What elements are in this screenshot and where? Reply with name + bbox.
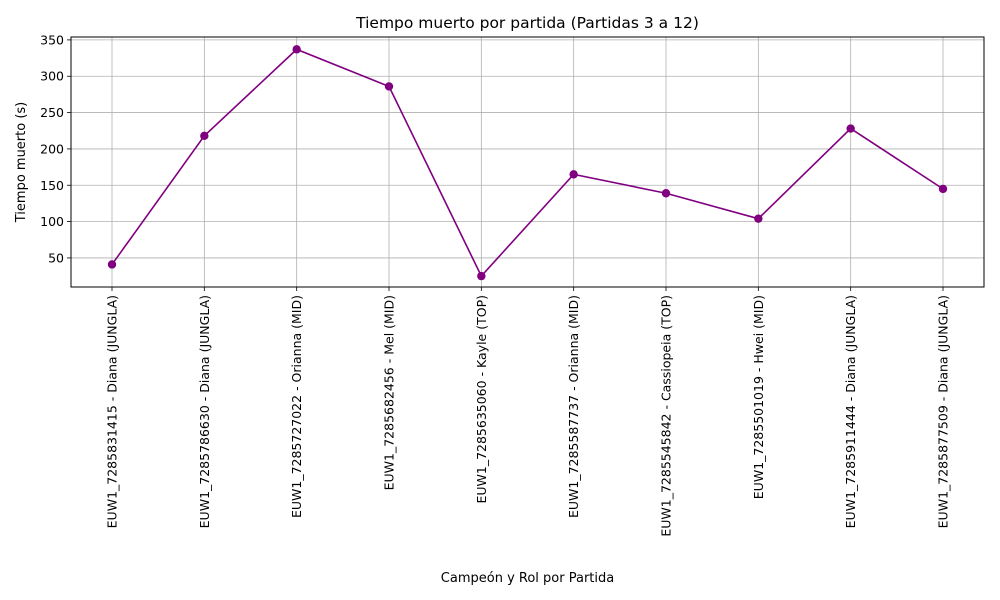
x-axis: EUW1_7285831415 - Diana (JUNGLA) EUW1_728… — [105, 287, 951, 537]
data-point — [477, 271, 486, 281]
data-point — [292, 45, 301, 54]
x-tick-label: EUW1_7285911444 - Diana (JUNGLA) — [843, 295, 858, 528]
data-point — [846, 124, 855, 133]
x-tick-label: EUW1_7285587737 - Orianna (MID) — [566, 295, 581, 518]
y-tick-label: 50 — [48, 250, 64, 265]
x-tick-label: EUW1_7285786630 - Diana (JUNGLA) — [197, 295, 212, 528]
y-tick-label: 350 — [40, 32, 64, 47]
y-tick-label: 200 — [40, 141, 64, 156]
y-tick-label: 250 — [40, 105, 64, 120]
data-point — [754, 214, 763, 223]
series-line — [111, 48, 944, 278]
data-point — [200, 131, 209, 141]
y-tick-label: 150 — [40, 178, 64, 193]
y-tick-label: 300 — [40, 69, 64, 84]
data-point — [938, 184, 948, 194]
y-tick-label: 100 — [40, 214, 64, 229]
data-point — [569, 170, 578, 179]
x-axis-label: Campeón y Rol por Partida — [441, 571, 614, 586]
x-tick-label: EUW1_7285727022 - Orianna (MID) — [289, 295, 304, 518]
x-tick-label: EUW1_7285831415 - Diana (JUNGLA) — [105, 295, 120, 528]
plot-area-frame — [70, 36, 985, 288]
series — [107, 45, 948, 281]
x-tick-label: EUW1_7285635060 - Kayle (TOP) — [474, 295, 489, 504]
y-axis-label: Tiempo muerto (s) — [14, 102, 29, 224]
grid — [71, 37, 984, 287]
data-point — [107, 260, 117, 269]
x-tick-label: EUW1_7285501019 - Hwei (MID) — [751, 295, 766, 499]
x-tick-label: EUW1_7285682456 - Mel (MID) — [382, 295, 397, 490]
data-point — [384, 82, 394, 91]
data-point — [661, 189, 671, 198]
x-tick-label: EUW1_7285877509 - Diana (JUNGLA) — [936, 295, 951, 528]
y-axis: 50 100 150 200 250 300 350 — [40, 32, 71, 265]
chart-title: Tiempo muerto por partida (Partidas 3 a … — [355, 14, 699, 32]
x-tick-label: EUW1_7285545842 - Cassiopeia (TOP) — [659, 295, 674, 537]
